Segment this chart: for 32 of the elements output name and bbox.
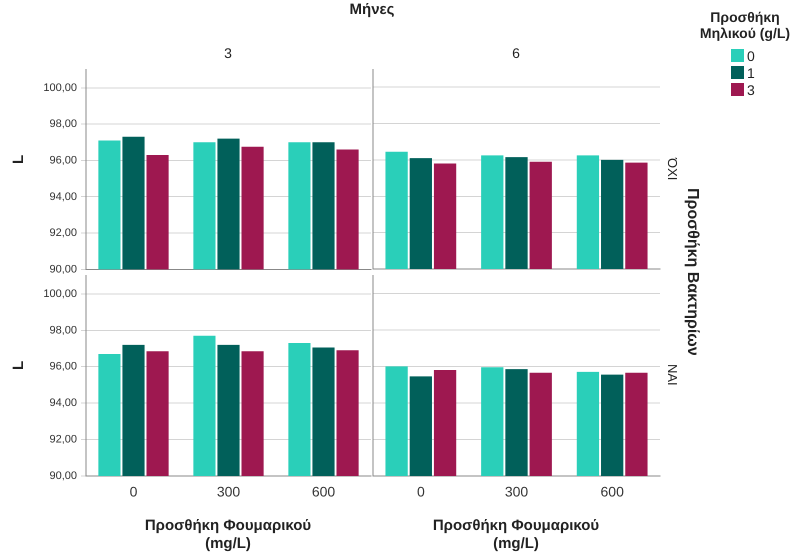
x-tick-label: 0 [416,483,425,500]
y-tick-label: 96,00 [49,154,77,166]
chart-title: 3 [223,45,233,61]
y-tick-label: 98,00 [49,324,77,336]
y-tick-label: 94,00 [49,190,77,203]
x-tick-label: 0 [130,483,138,500]
x-tick-label: 600 [600,483,624,500]
legend-label: 3 [747,82,756,98]
y-tick-label: 98,00 [49,118,77,130]
y-axis-title: L [10,153,27,166]
y-tick-label: 100,00 [43,82,77,94]
y-tick-label: 92,00 [49,227,77,240]
x-tick-label: 300 [216,483,240,500]
y-tick-label: 90,00 [49,470,77,482]
legend-label: 1 [747,64,756,80]
text: Μήνες [348,1,396,18]
y-tick-label: 94,00 [49,397,77,410]
legend-title: Προσθήκη Μηλικού (g/L) [698,9,792,41]
y-axis-title: L [10,359,27,372]
text: Προσθήκη Βακτηρίων [683,187,701,358]
y2-axis-title: ΝΑΙ [665,363,680,388]
x-axis-title: Προσθήκη Φουμαρικού (mg/L) [432,517,600,553]
legend-label: 0 [747,48,756,64]
y-tick-label: 90,00 [49,263,77,276]
y-tick-label: 96,00 [49,360,77,373]
y2-axis-title: ΌΧΙ [665,156,680,182]
x-tick-label: 300 [504,483,528,500]
x-axis-title: Προσθήκη Φουμαρικού (mg/L) [144,517,312,553]
x-tick-label: 600 [312,483,336,500]
y-tick-label: 100,00 [43,288,77,300]
y-tick-label: 92,00 [49,434,77,446]
chart-title: 6 [511,45,521,61]
